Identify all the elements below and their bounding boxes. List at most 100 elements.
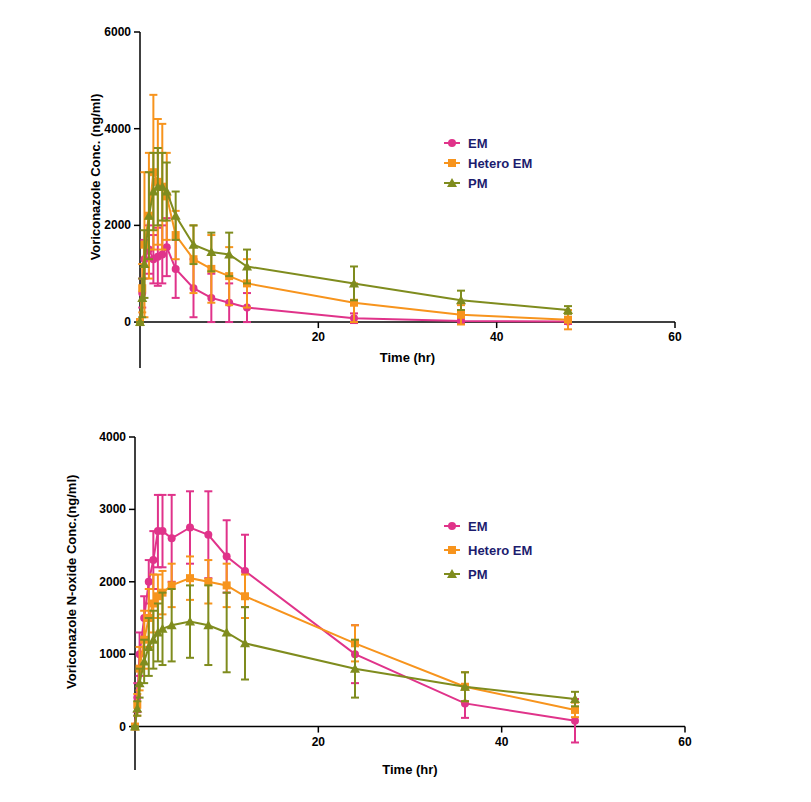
error-cap: [154, 574, 162, 576]
x-tick-label: 60: [678, 735, 692, 749]
error-cap: [207, 321, 215, 323]
error-bar: [190, 225, 198, 264]
error-cap: [241, 679, 249, 681]
legend-marker: [448, 546, 456, 554]
point: [457, 311, 465, 319]
series: [131, 556, 579, 730]
error-bar: [172, 192, 180, 240]
error-cap: [159, 592, 167, 594]
error-cap: [145, 258, 153, 260]
error-cap: [207, 302, 215, 304]
error-cap: [140, 639, 148, 641]
x-tick: [684, 727, 686, 733]
series: [135, 148, 573, 326]
x-tick-label: 60: [668, 330, 682, 344]
error-cap: [243, 282, 251, 284]
error-bar: [145, 153, 153, 279]
error-cap: [351, 624, 359, 626]
error-cap: [149, 94, 157, 96]
error-cap: [149, 668, 157, 670]
y-tick: [129, 653, 135, 655]
error-cap: [163, 220, 171, 222]
error-cap: [243, 321, 251, 323]
plot-area: [130, 491, 580, 742]
point: [204, 578, 212, 586]
y-tick: [134, 128, 140, 130]
error-cap: [154, 118, 162, 120]
error-cap: [350, 322, 358, 324]
error-cap: [186, 490, 194, 492]
error-cap: [154, 224, 162, 226]
y-tick-label: 2000: [99, 575, 126, 589]
point: [240, 638, 250, 647]
error-cap: [241, 606, 249, 608]
error-cap: [145, 171, 153, 173]
error-cap: [207, 270, 215, 272]
error-bar: [225, 247, 233, 305]
point: [571, 717, 579, 725]
error-cap: [243, 249, 251, 251]
y-tick-label: 0: [119, 720, 126, 734]
point: [241, 592, 249, 600]
y-tick-label: 6000: [104, 25, 131, 39]
point: [131, 723, 139, 731]
y-tick-label: 4000: [104, 122, 131, 136]
error-cap: [461, 717, 469, 719]
series: [131, 491, 579, 742]
point: [186, 574, 194, 582]
legend-marker: [448, 522, 456, 530]
error-stem: [143, 172, 145, 317]
error-cap: [168, 563, 176, 565]
error-bar: [145, 618, 153, 676]
error-cap: [159, 494, 167, 496]
legend-label: Hetero EM: [468, 156, 532, 171]
error-cap: [351, 624, 359, 626]
error-bar: [159, 593, 167, 665]
point: [135, 317, 145, 326]
error-bar: [154, 119, 162, 245]
error-cap: [457, 290, 465, 292]
error-cap: [168, 494, 176, 496]
error-cap: [204, 584, 212, 586]
y-axis-label: Voriconazole Conc. (ng/ml): [88, 94, 103, 261]
error-cap: [186, 584, 194, 586]
error-cap: [571, 705, 579, 707]
point: [171, 211, 181, 220]
error-cap: [140, 639, 148, 641]
point: [158, 624, 168, 633]
error-cap: [172, 258, 180, 260]
error-cap: [204, 664, 212, 666]
legend-label: EM: [468, 136, 488, 151]
error-stem: [193, 225, 195, 293]
error-cap: [461, 671, 469, 673]
x-tick-label: 40: [490, 330, 504, 344]
error-cap: [158, 282, 166, 284]
error-cap: [163, 275, 171, 277]
y-tick: [129, 436, 135, 438]
error-cap: [461, 700, 469, 702]
error-cap: [204, 490, 212, 492]
legend-marker: [448, 139, 456, 147]
error-cap: [149, 229, 157, 231]
legend: EMHetero EMPM: [444, 519, 532, 582]
point: [460, 682, 470, 691]
error-cap: [457, 323, 465, 325]
error-cap: [457, 309, 465, 311]
error-bar: [190, 225, 198, 293]
point: [172, 265, 180, 273]
legend-label: EM: [468, 519, 488, 534]
error-cap: [571, 741, 579, 743]
point: [223, 552, 231, 560]
point: [241, 567, 249, 575]
error-stem: [166, 153, 168, 240]
error-cap: [149, 282, 157, 284]
point: [137, 293, 147, 302]
error-bar: [241, 535, 249, 607]
y-tick-label: 1000: [99, 647, 126, 661]
error-cap: [168, 588, 176, 590]
point: [136, 318, 144, 326]
y-tick: [134, 31, 140, 33]
point: [145, 578, 153, 586]
error-cap: [190, 224, 198, 226]
error-cap: [154, 603, 162, 605]
